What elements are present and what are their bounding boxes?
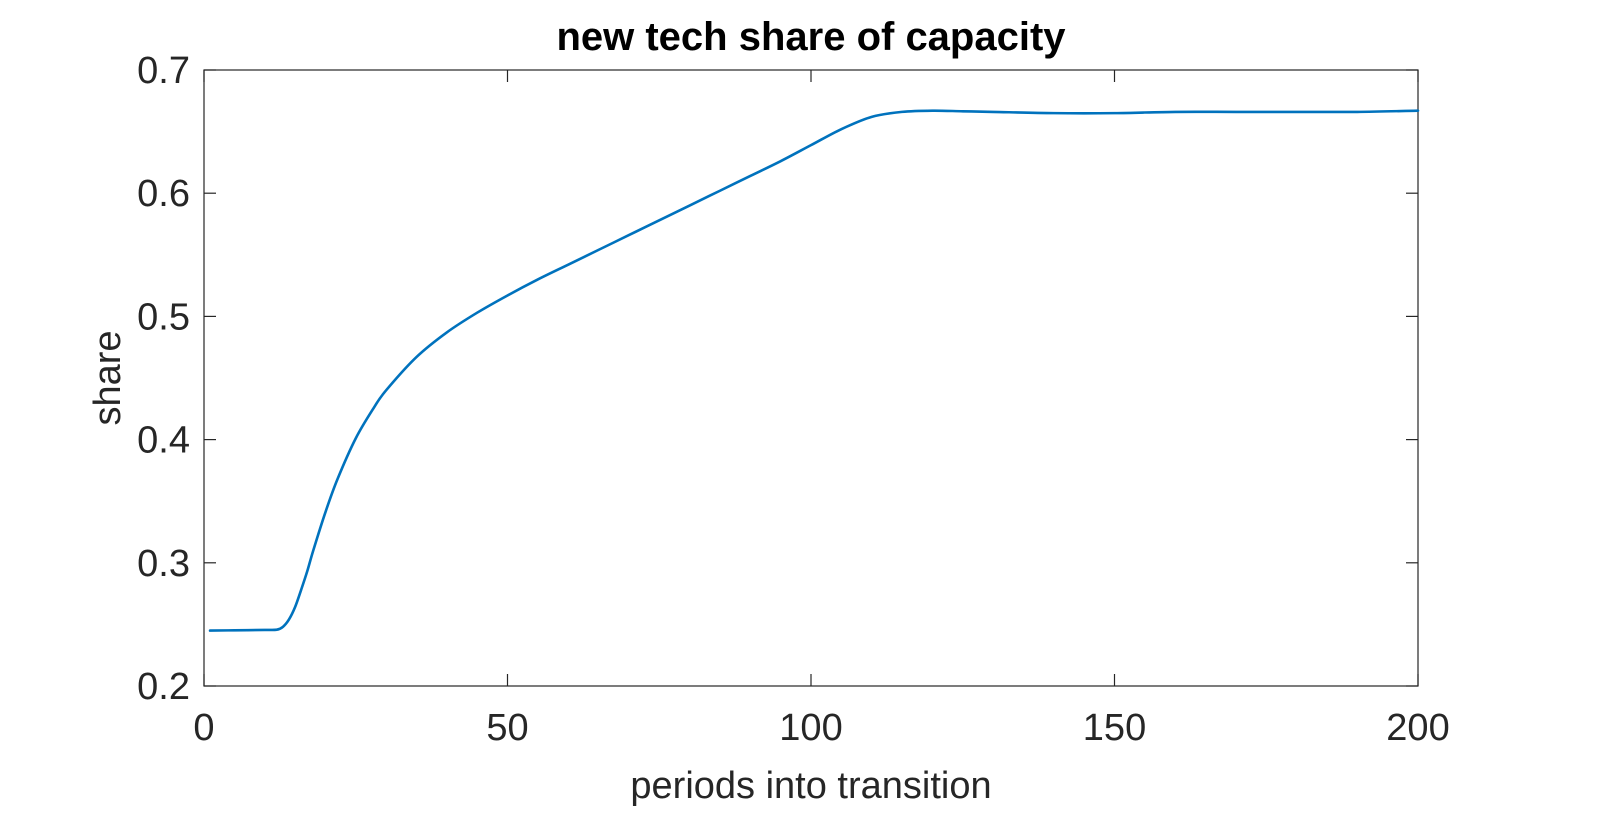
x-tick-label: 0 <box>193 707 214 749</box>
y-axis-label: share <box>87 330 129 425</box>
y-tick-label: 0.2 <box>137 666 190 708</box>
x-axis: 0 50 100 150 200 <box>193 70 1450 749</box>
x-axis-label: periods into transition <box>630 765 991 807</box>
x-tick-label: 100 <box>779 707 842 749</box>
y-tick-label: 0.7 <box>137 50 190 92</box>
y-tick-label: 0.5 <box>137 296 190 338</box>
x-tick-label: 50 <box>486 707 528 749</box>
x-tick-label: 150 <box>1083 707 1146 749</box>
x-tick-label: 200 <box>1386 707 1449 749</box>
y-axis: 0.2 0.3 0.4 0.5 0.6 0.7 <box>137 50 1418 708</box>
series-line <box>208 109 1420 632</box>
y-tick-label: 0.4 <box>137 420 190 462</box>
y-tick-label: 0.6 <box>137 173 190 215</box>
chart-title: new tech share of capacity <box>556 15 1066 59</box>
axes-frame <box>203 69 1419 687</box>
y-tick-label: 0.3 <box>137 543 190 585</box>
